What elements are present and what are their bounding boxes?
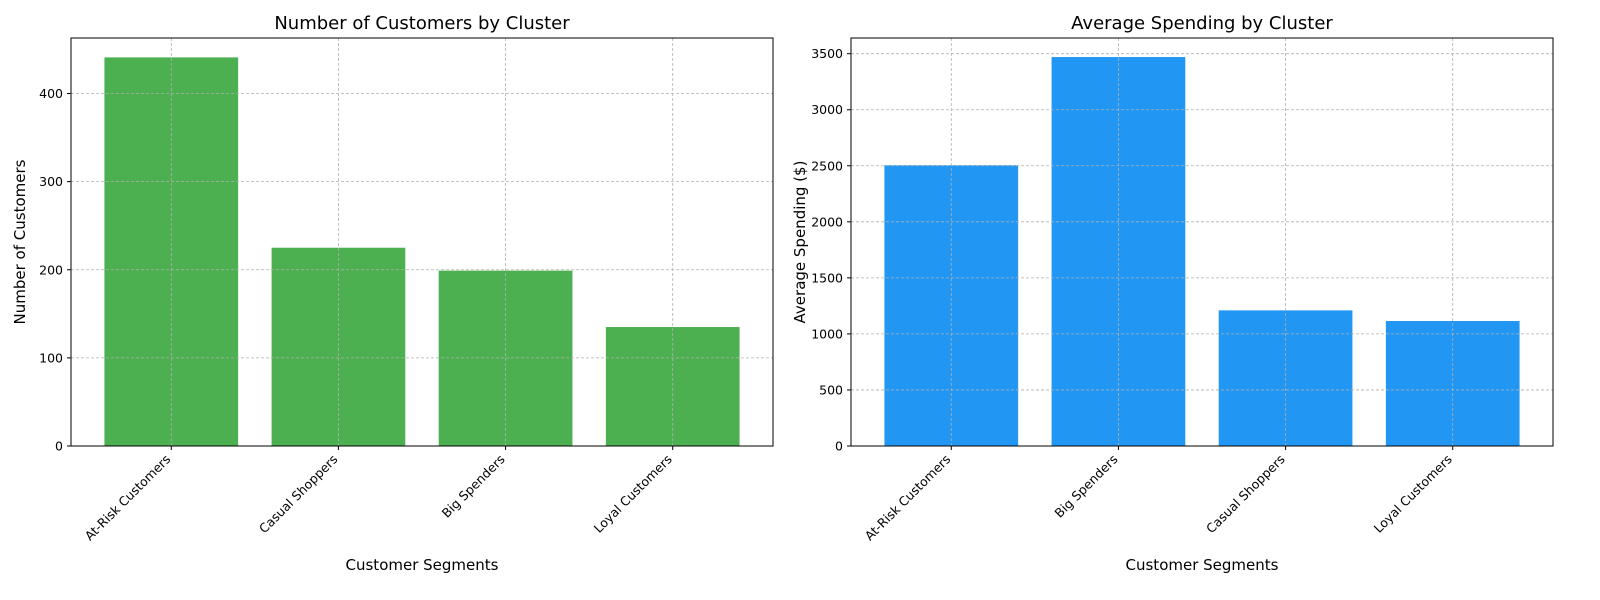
y-tick-label: 0 (835, 439, 843, 454)
y-tick-label: 3000 (811, 102, 843, 117)
y-tick-label: 3500 (811, 46, 843, 61)
x-tick-label: Casual Shoppers (1203, 452, 1288, 537)
y-tick-label: 0 (55, 439, 63, 454)
bar (605, 327, 740, 446)
x-tick-label: Loyal Customers (1371, 452, 1455, 536)
x-axis-label: Customer Segments (346, 556, 499, 574)
y-tick-label: 400 (39, 86, 63, 101)
chart-title: Number of Customers by Cluster (274, 13, 570, 34)
x-tick-label: Loyal Customers (591, 452, 675, 536)
x-tick-label: Big Spenders (439, 452, 508, 521)
bar (104, 57, 239, 447)
x-tick-label: Big Spenders (1051, 452, 1120, 521)
y-axis: 0 500 1000 1500 2000 2500 3000 3500 (811, 46, 851, 454)
x-axis: At-Risk Customers Casual Shoppers Big Spen… (82, 446, 675, 543)
x-axis-label: Customer Segments (1126, 556, 1279, 574)
x-tick-label: Casual Shoppers (256, 452, 341, 537)
chart-title: Average Spending by Cluster (1071, 13, 1333, 34)
bars (104, 57, 740, 447)
y-axis: 0 100 200 300 400 (39, 86, 71, 454)
y-tick-label: 1000 (811, 326, 843, 341)
y-tick-label: 200 (39, 262, 63, 277)
y-axis-label: Number of Customers (11, 159, 29, 324)
y-axis-label: Average Spending ($) (791, 161, 809, 324)
y-tick-label: 300 (39, 174, 63, 189)
plot-frame (850, 37, 1554, 447)
x-tick-label: At-Risk Customers (862, 452, 954, 544)
plot-frame (70, 37, 774, 447)
y-tick-label: 2500 (811, 158, 843, 173)
x-tick-label: At-Risk Customers (82, 452, 174, 544)
y-tick-label: 500 (819, 382, 843, 397)
x-axis: At-Risk Customers Big Spenders Casual Shop… (862, 446, 1455, 543)
y-tick-label: 100 (39, 350, 63, 365)
y-tick-label: 1500 (811, 270, 843, 285)
bar (1051, 57, 1186, 447)
chart-customers-by-cluster: Number of Customers by Cluster Customer … (11, 13, 774, 574)
chart-average-spending-by-cluster: Average Spending by Cluster Customer Seg… (791, 13, 1554, 574)
y-tick-label: 2000 (811, 214, 843, 229)
bar (271, 247, 406, 446)
bars (884, 57, 1520, 447)
